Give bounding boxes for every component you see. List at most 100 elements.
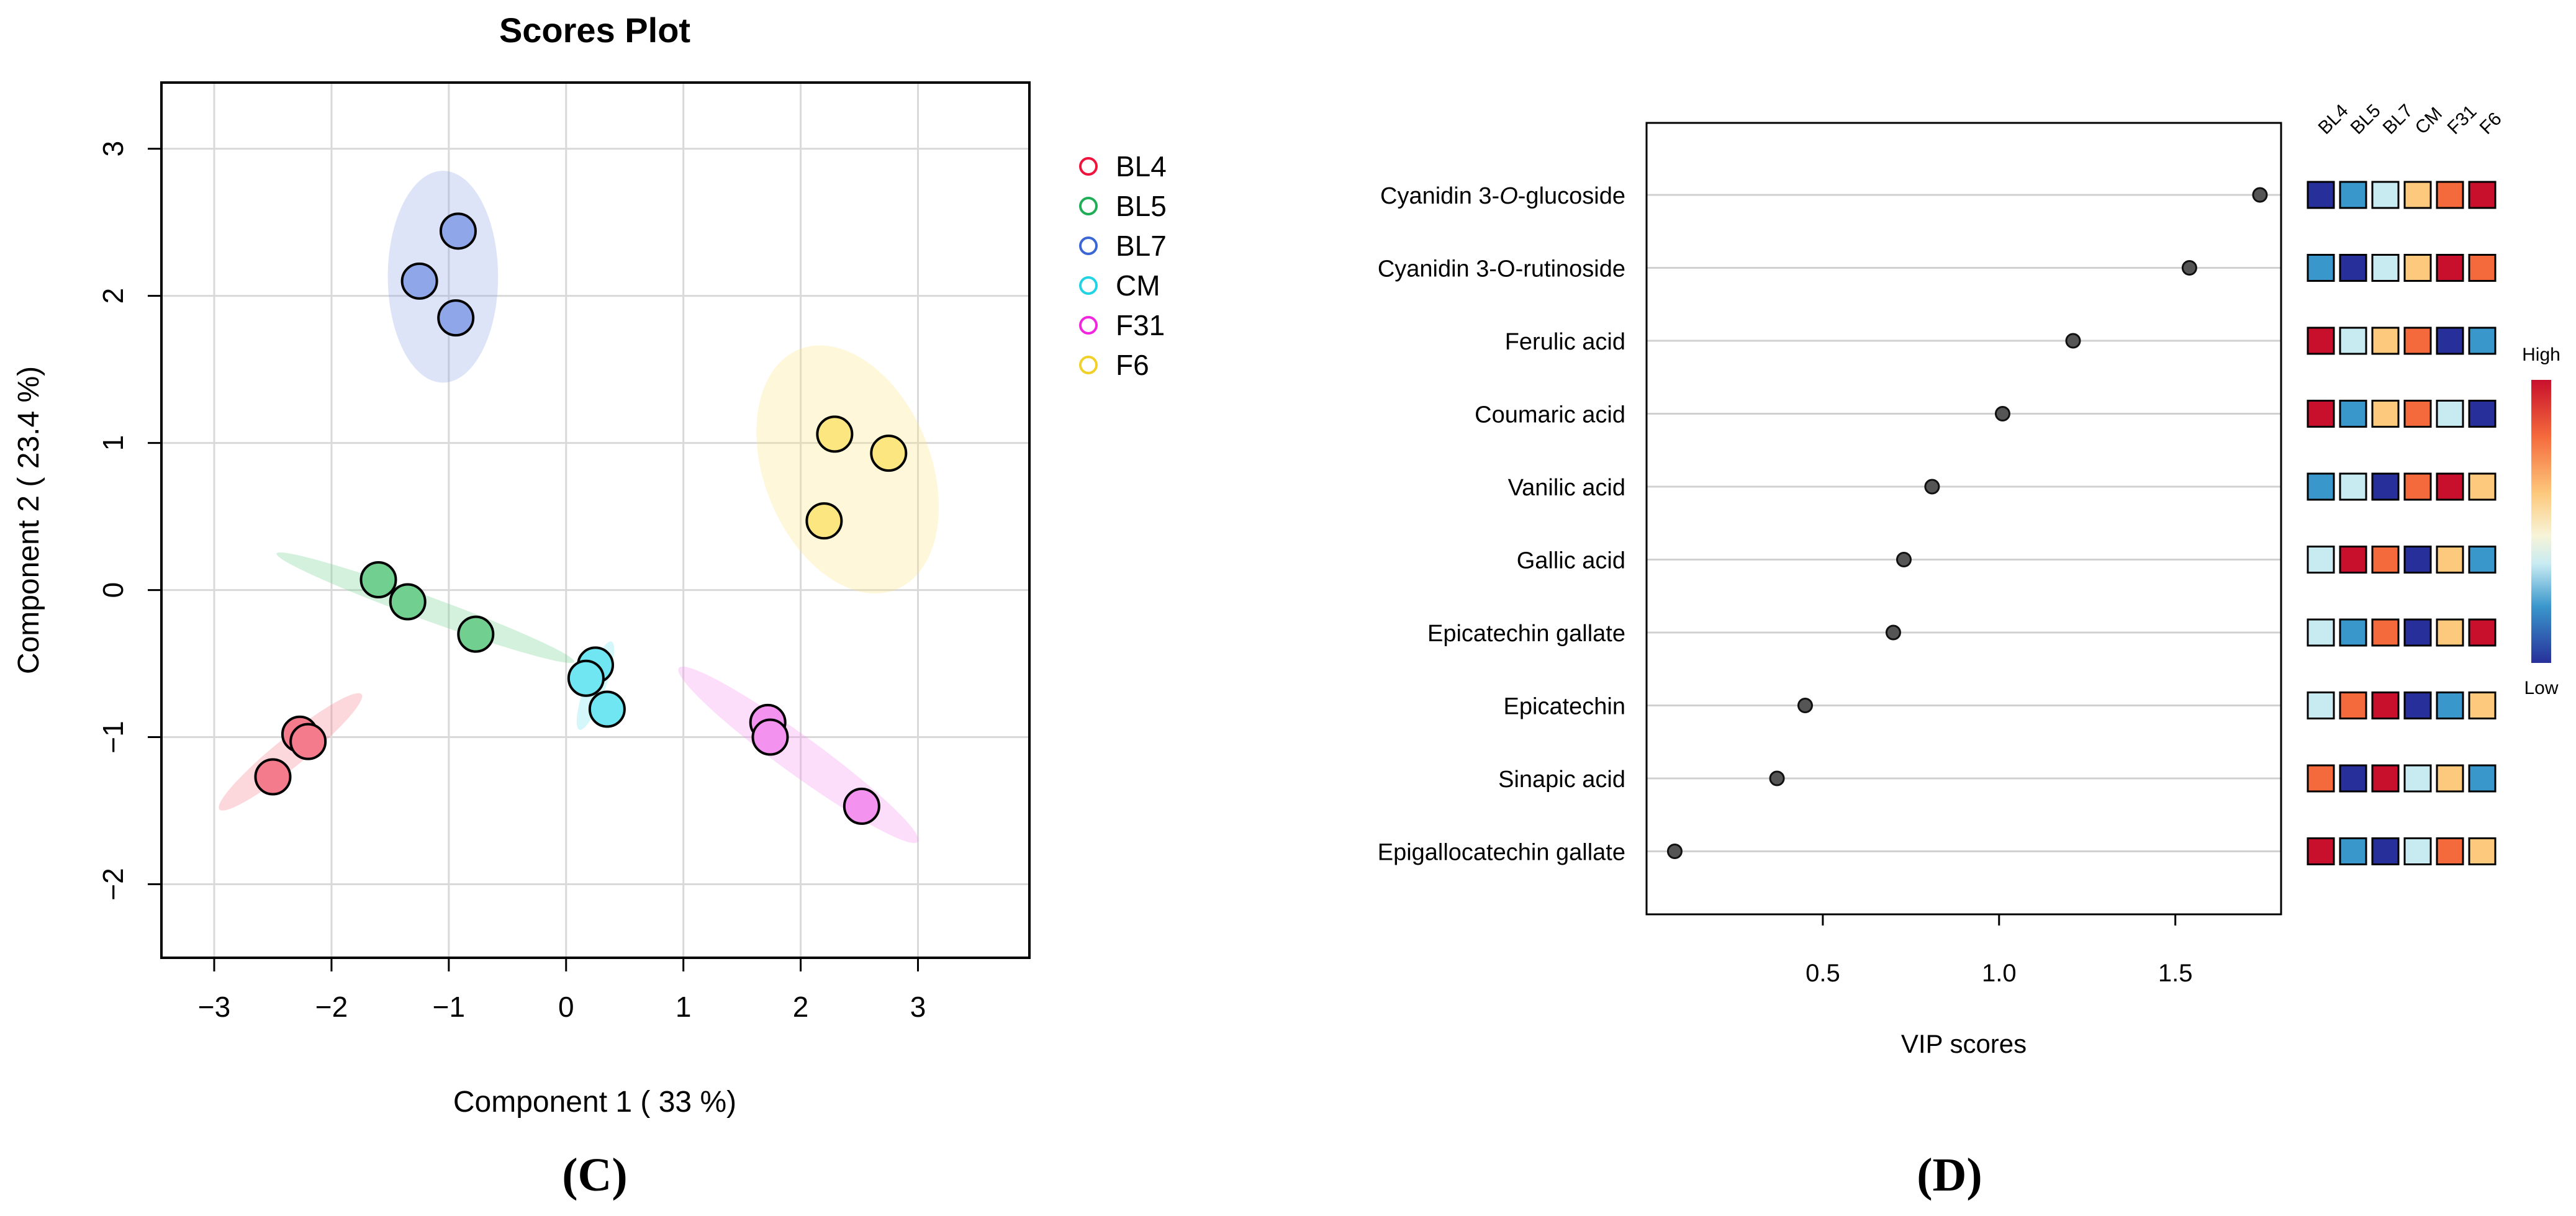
vip-row-lines: [1647, 194, 2281, 852]
heatmap-cell: [2339, 618, 2367, 647]
heatmap-cell: [2307, 254, 2335, 282]
heatmap-cell: [2436, 327, 2464, 355]
heatmap-cell: [2307, 327, 2335, 355]
colorbar-high-label: High: [2522, 345, 2560, 365]
heatmap-cell: [2436, 254, 2464, 282]
legend-marker-bl5: [1079, 197, 1098, 215]
colorbar-gradient: [2531, 380, 2551, 663]
heatmap-cell: [2339, 472, 2367, 501]
scores-point-f6: [816, 415, 854, 453]
scores-y-tick-label: 3: [97, 141, 129, 157]
heatmap-cell: [2468, 691, 2497, 719]
scores-point-bl4: [254, 758, 292, 796]
heatmap-cell: [2436, 546, 2464, 574]
heatmap-cell: [2307, 764, 2335, 793]
heatmap-cell: [2307, 837, 2335, 865]
scores-x-tick-label: −3: [198, 991, 230, 1023]
vip-x-tick-label: 0.5: [1805, 960, 1840, 987]
scores-x-tick-label: −1: [433, 991, 465, 1023]
heatmap-cell: [2436, 472, 2464, 501]
scores-ellipse-bl4: [219, 693, 363, 811]
heatmap-cell: [2403, 618, 2432, 647]
compound-name-main: Epigallocatechin gallate: [1378, 840, 1625, 866]
panel-label-d: (D): [1917, 1149, 1982, 1201]
heatmap-cell: [2468, 400, 2497, 428]
heatmap-cell: [2307, 618, 2335, 647]
heatmap-cell: [2339, 691, 2367, 719]
heatmap-cell: [2468, 764, 2497, 793]
heatmap-column-header: CM: [2411, 104, 2446, 138]
vip-compound-label: Gallic acid: [1517, 548, 1625, 574]
vip-dot: [1666, 844, 1683, 859]
vip-x-axis-label: VIP scores: [1901, 1029, 2027, 1058]
vip-x-tick-label: 1.0: [1982, 960, 2017, 987]
heatmap-cell: [2468, 327, 2497, 355]
colorbar-low-label: Low: [2524, 678, 2558, 698]
scores-point-f6: [805, 502, 843, 540]
vip-compound-label: Cyanidin 3-O-rutinoside: [1378, 256, 1625, 282]
heatmap-cell: [2468, 254, 2497, 282]
vip-compound-label: Vanilic acid: [1508, 475, 1625, 501]
heatmap-cell: [2468, 181, 2497, 209]
heatmap-cell: [2403, 327, 2432, 355]
heatmap-cell: [2371, 327, 2400, 355]
vip-dot: [2252, 187, 2268, 203]
scores-point-bl7: [439, 212, 477, 250]
legend-label-bl4: BL4: [1116, 150, 1167, 182]
heatmap-cell: [2339, 546, 2367, 574]
vip-compound-label: Sinapic acid: [1498, 767, 1625, 793]
heatmap-cell: [2371, 837, 2400, 865]
scores-ellipse-f6: [756, 345, 939, 594]
scores-ellipse-f31: [678, 666, 919, 844]
scores-point-bl5: [389, 583, 427, 621]
heatmap-cell: [2371, 181, 2400, 209]
heatmap-cell: [2403, 691, 2432, 719]
vip-compound-label: Epigallocatechin gallate: [1378, 840, 1625, 866]
vip-x-tick-label: 1.5: [2158, 960, 2193, 987]
heatmap-cell: [2371, 400, 2400, 428]
heatmap-cell: [2403, 472, 2432, 501]
scores-y-tick-label: 2: [97, 288, 129, 304]
scores-ellipses: [219, 171, 939, 844]
scores-point-cm: [588, 690, 626, 728]
vip-compound-label: Epicatechin: [1504, 694, 1625, 720]
heatmap-column-header: F6: [2476, 109, 2506, 138]
scores-legend: BL4 BL5 BL7 CM F31 F6: [1079, 150, 1167, 381]
legend-marker-bl7: [1079, 236, 1098, 255]
panel-label-c: (C): [562, 1149, 628, 1201]
heatmap-cell: [2371, 546, 2400, 574]
vip-scores-panel: Cyanidin 3-O-glucoside Cyanidin 3-O-rutin…: [1378, 101, 2560, 1201]
scores-point-f31: [843, 787, 880, 825]
vip-compound-label: Epicatechin gallate: [1427, 621, 1625, 647]
heatmap-cell: [2468, 546, 2497, 574]
heatmap-cell: [2468, 472, 2497, 501]
compound-name-italic: O: [1499, 183, 1518, 209]
vip-heatmap: [2307, 181, 2497, 865]
heatmap-cell: [2307, 472, 2335, 501]
heatmap-cell: [2403, 764, 2432, 793]
scores-point-bl5: [457, 615, 495, 653]
scores-point-bl4: [289, 723, 327, 760]
scores-points: [254, 212, 908, 825]
vip-compound-labels: Cyanidin 3-O-glucoside Cyanidin 3-O-rutin…: [1378, 183, 1625, 866]
heatmap-cell: [2436, 400, 2464, 428]
scores-point-f6: [870, 435, 908, 472]
scores-y-tick-label: −2: [97, 868, 129, 900]
scores-point-bl5: [359, 561, 397, 598]
heatmap-cell: [2371, 764, 2400, 793]
compound-name-main: Cyanidin 3-O-rutinoside: [1378, 256, 1625, 282]
scores-y-axis: −2 −1 0 1 2 3: [97, 141, 161, 901]
vip-plot-frame: [1645, 122, 2282, 916]
legend-label-f31: F31: [1116, 309, 1165, 341]
heatmap-cell: [2339, 764, 2367, 793]
heatmap-cell: [2307, 400, 2335, 428]
vip-x-axis: 0.5 1.0 1.5: [1805, 914, 2192, 987]
scores-x-tick-label: 1: [676, 991, 692, 1023]
heatmap-column-header: BL7: [2379, 101, 2417, 138]
heatmap-cell: [2403, 837, 2432, 865]
compound-name-main: Gallic acid: [1517, 548, 1625, 574]
compound-name-tail: -glucoside: [1518, 183, 1625, 209]
compound-name-main: Epicatechin gallate: [1427, 621, 1625, 647]
